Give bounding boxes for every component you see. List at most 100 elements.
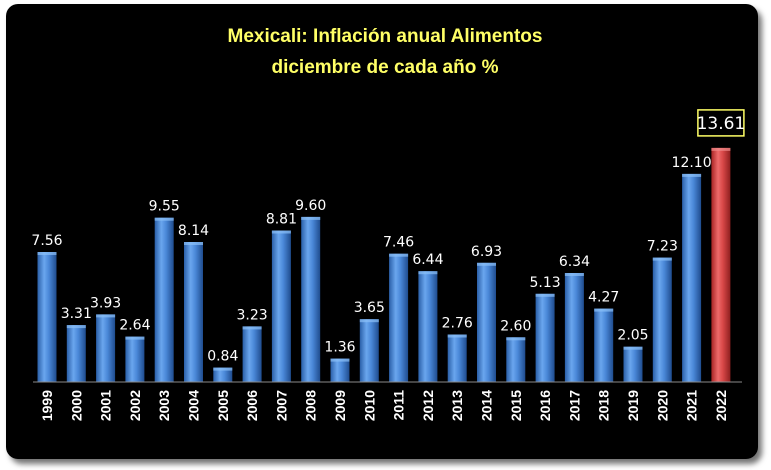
value-label-2007: 8.81 [266, 212, 297, 228]
bar-cap-2016 [535, 293, 555, 297]
bar-2021 [682, 173, 702, 382]
value-label-2003: 9.55 [149, 199, 180, 215]
value-label-2000: 3.31 [61, 306, 92, 322]
bar-cap-2000 [66, 325, 86, 329]
x-tick-2012: 2012 [420, 390, 436, 421]
value-label-2008: 9.60 [295, 198, 326, 214]
value-label-2001: 3.93 [90, 295, 121, 311]
value-label-2014: 6.93 [471, 244, 502, 260]
bar-cap-2015 [506, 337, 526, 341]
bar-cap-2008 [301, 216, 321, 220]
value-label-2019: 2.05 [617, 328, 648, 344]
x-tick-2022: 2022 [713, 390, 729, 421]
chart-title: Mexicali: Inflación anual Alimentos dici… [228, 26, 543, 78]
bar-cap-2022 [711, 147, 731, 151]
value-label-2018: 4.27 [588, 290, 619, 306]
bar-2013 [447, 334, 467, 382]
x-tick-2019: 2019 [625, 390, 641, 421]
bar-cap-2010 [359, 319, 379, 323]
x-tick-2020: 2020 [654, 390, 670, 421]
x-tick-2013: 2013 [449, 390, 465, 421]
x-tick-2006: 2006 [244, 390, 260, 421]
bar-2018 [594, 308, 614, 382]
bar-2010 [359, 319, 379, 382]
bar-2007 [271, 230, 291, 382]
bar-2016 [535, 293, 555, 382]
value-label-2009: 1.36 [324, 340, 355, 356]
value-label-2010: 3.65 [354, 300, 385, 316]
bar-2000 [66, 325, 86, 382]
bar-2004 [184, 242, 203, 382]
value-label-2005: 0.84 [207, 349, 238, 365]
bar-cap-2011 [389, 253, 409, 257]
chart-frame [6, 4, 758, 459]
bar-cap-2003 [154, 217, 174, 221]
x-tick-2010: 2010 [361, 390, 377, 421]
bar-cap-1999 [37, 252, 57, 255]
value-label-2011: 7.46 [383, 235, 414, 251]
bar-2012 [418, 271, 438, 382]
bar-cap-2014 [477, 262, 496, 266]
value-label-2021: 12.10 [672, 155, 712, 171]
x-tick-2016: 2016 [537, 390, 553, 421]
x-tick-2017: 2017 [566, 390, 582, 421]
highlight-callout-box [697, 109, 745, 137]
x-tick-2004: 2004 [186, 390, 202, 421]
x-tick-2000: 2000 [68, 390, 84, 421]
value-label-2016: 5.13 [530, 275, 561, 291]
bar-cap-2018 [594, 308, 614, 312]
bar-cap-2021 [682, 173, 702, 177]
x-tick-2002: 2002 [127, 390, 143, 421]
value-label-1999: 7.56 [31, 233, 62, 249]
chart-title-line-2: diciembre de cada año % [271, 57, 498, 78]
bar-2017 [564, 273, 584, 382]
bar-2022 [711, 147, 731, 382]
bar-cap-2007 [271, 230, 291, 234]
bar-cap-2001 [96, 314, 116, 318]
x-tick-2003: 2003 [156, 390, 172, 421]
value-label-2020: 7.23 [647, 239, 678, 255]
value-label-2013: 2.76 [442, 316, 473, 332]
bar-2005 [213, 367, 233, 382]
x-tick-2011: 2011 [391, 390, 407, 421]
value-label-2015: 2.60 [500, 318, 531, 334]
bar-cap-2019 [623, 346, 643, 350]
x-tick-2008: 2008 [303, 390, 319, 421]
x-tick-2018: 2018 [596, 390, 612, 421]
bar-2009 [330, 358, 350, 382]
bar-2008 [301, 216, 321, 382]
bar-2014 [477, 262, 496, 382]
bar-cap-2012 [418, 271, 438, 275]
bar-cap-2020 [652, 257, 672, 261]
x-tick-2021: 2021 [684, 390, 700, 421]
value-label-2017: 6.34 [559, 254, 590, 270]
x-tick-1999: 1999 [39, 390, 55, 421]
value-label-2012: 6.44 [412, 252, 443, 268]
bar-cap-2006 [242, 326, 262, 330]
bar-2001 [96, 314, 116, 382]
chart-title-line-1: Mexicali: Inflación anual Alimentos [228, 26, 543, 47]
bar-2020 [652, 257, 672, 382]
bar-2003 [154, 217, 174, 382]
bar-2006 [242, 326, 262, 382]
x-tick-2007: 2007 [273, 390, 289, 421]
x-tick-2009: 2009 [332, 390, 348, 421]
bar-2015 [506, 337, 526, 382]
bar-2011 [389, 253, 409, 382]
bar-2002 [125, 336, 145, 382]
bar-cap-2004 [184, 242, 203, 245]
x-tick-2014: 2014 [479, 390, 495, 421]
x-tick-2005: 2005 [215, 390, 231, 421]
value-label-2004: 8.14 [178, 223, 209, 239]
x-tick-2015: 2015 [508, 390, 524, 421]
x-tick-2001: 2001 [98, 390, 114, 421]
bar-cap-2009 [330, 358, 350, 362]
bar-cap-2002 [125, 336, 145, 340]
bar-cap-2013 [447, 334, 467, 338]
bar-cap-2017 [564, 273, 584, 276]
value-label-2006: 3.23 [237, 307, 268, 323]
value-label-2002: 2.64 [119, 318, 150, 334]
bar-cap-2005 [213, 367, 233, 371]
value-label-2022: 13.61 [697, 114, 746, 134]
